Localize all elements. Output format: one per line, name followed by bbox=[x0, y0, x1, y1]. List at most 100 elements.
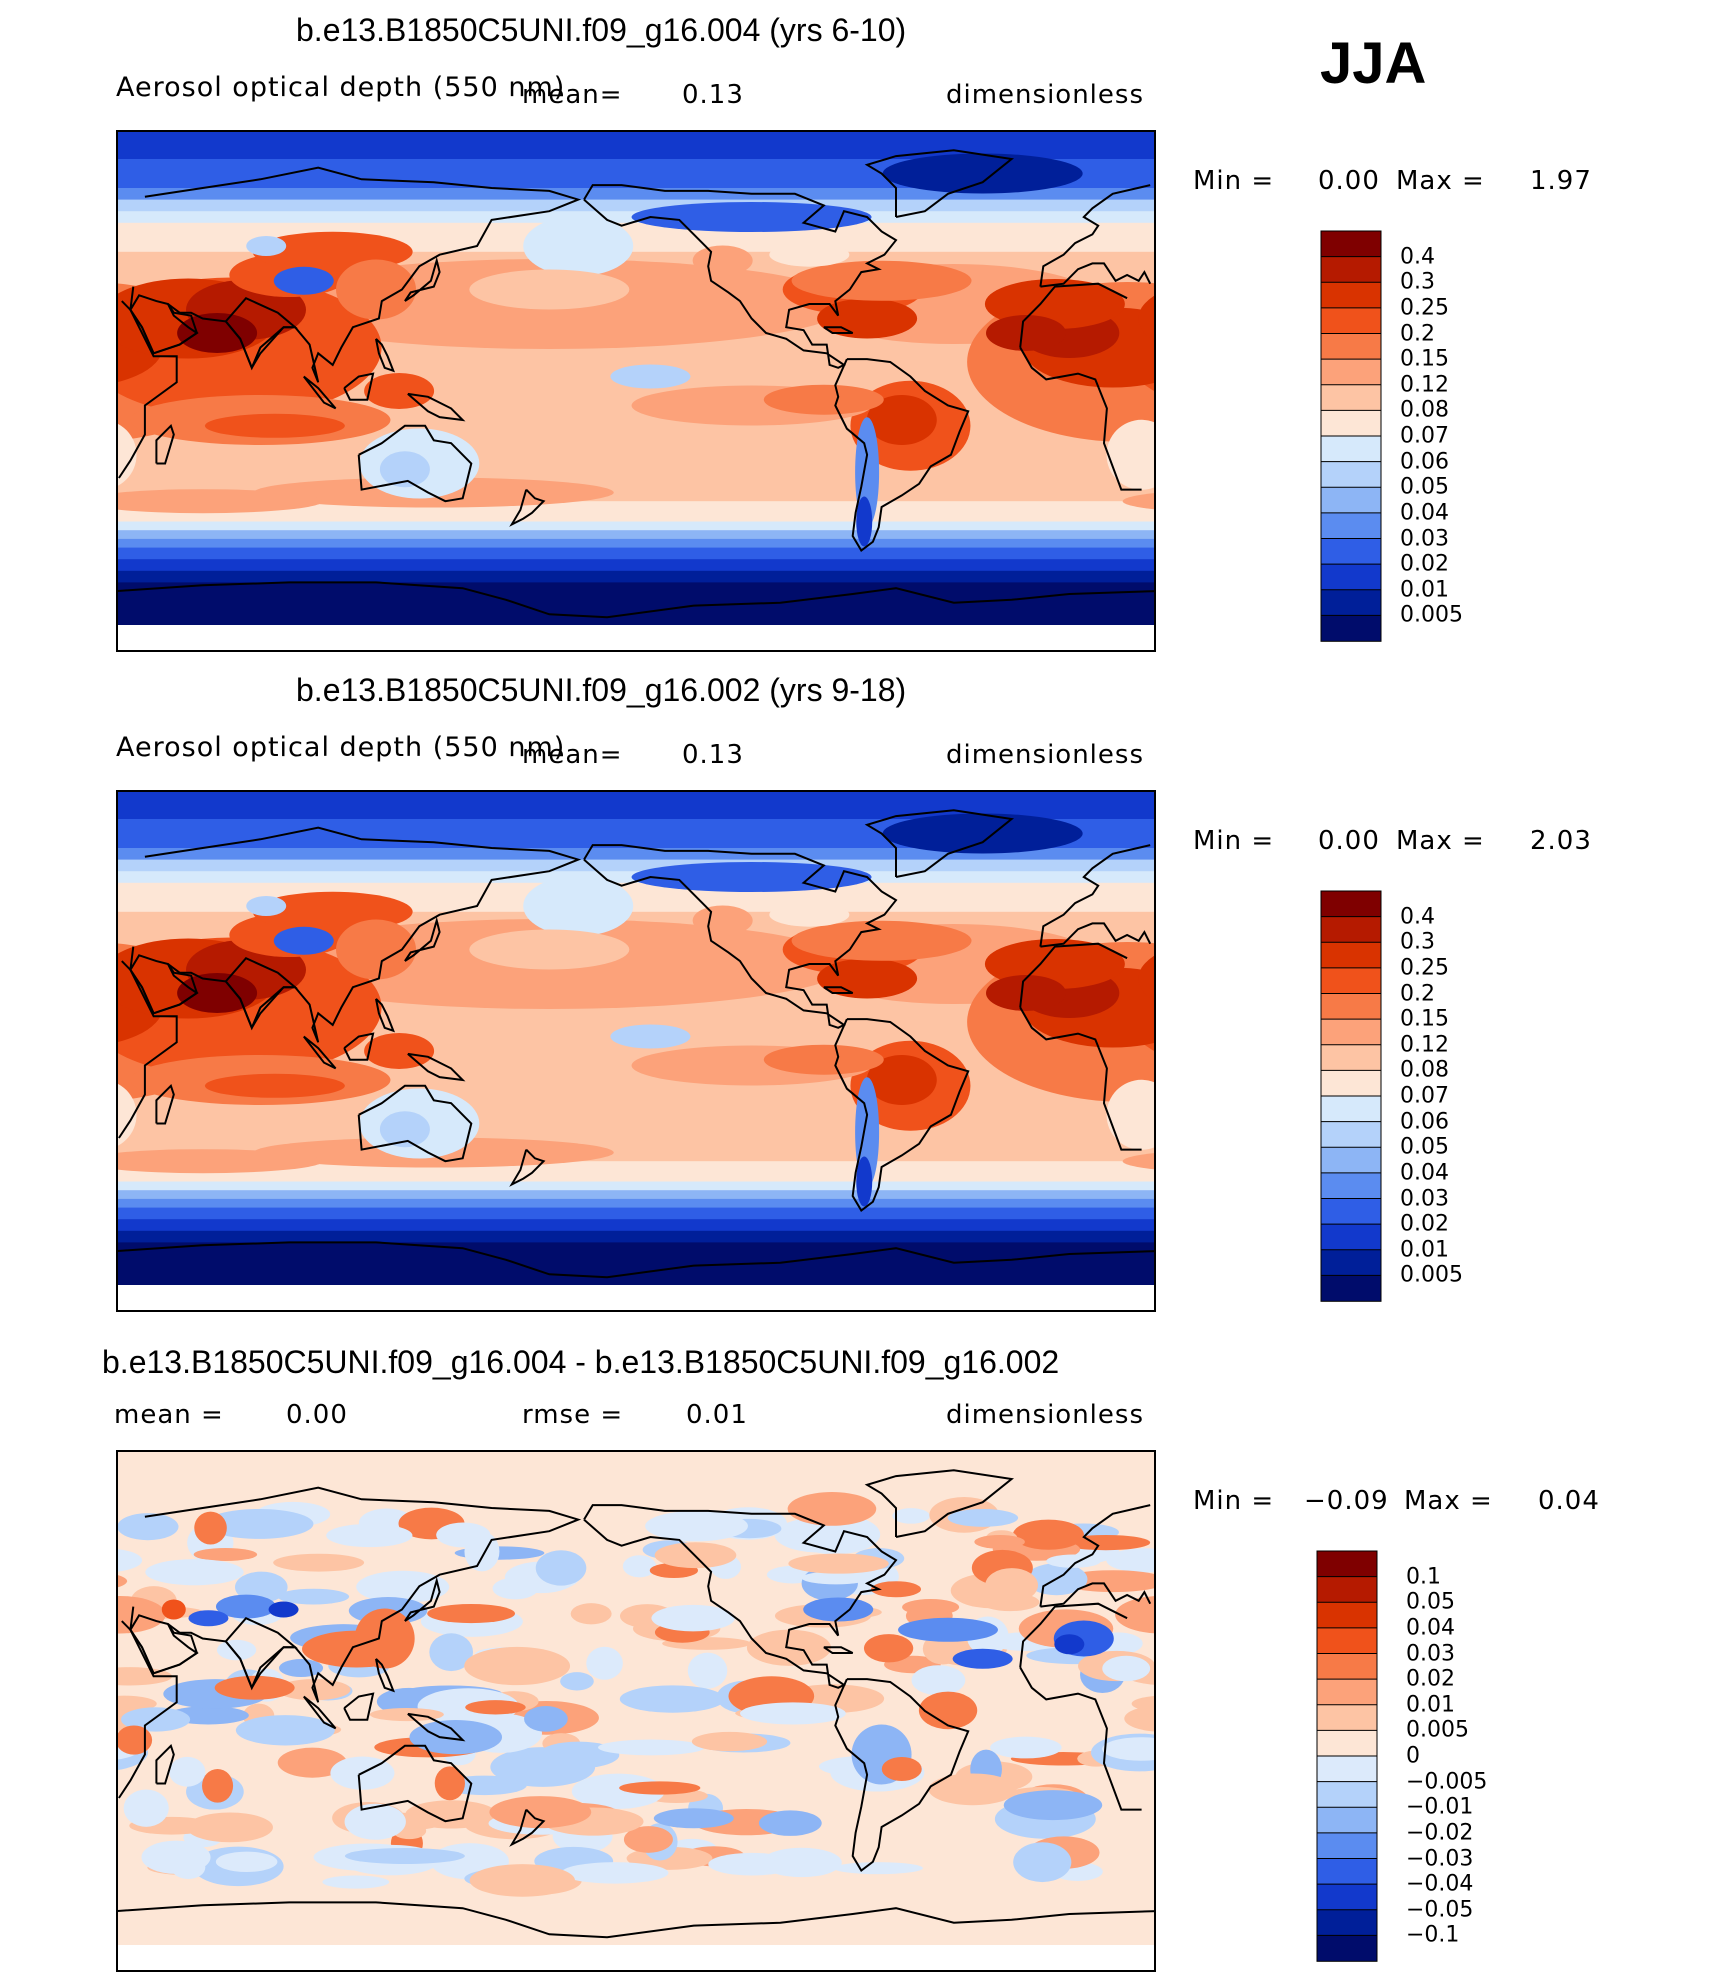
colorbar-tick-label: 0.03 bbox=[1400, 1186, 1449, 1211]
colorbar-tick-label: 0.02 bbox=[1400, 552, 1449, 577]
latitude-band bbox=[116, 1182, 1156, 1191]
contour-region bbox=[364, 1033, 434, 1069]
colorbar bbox=[1320, 230, 1382, 642]
anomaly-region bbox=[912, 1665, 966, 1695]
colorbar-swatch bbox=[1321, 1275, 1381, 1301]
anomaly-region bbox=[586, 1647, 623, 1680]
colorbar-tick-label: 0.06 bbox=[1400, 449, 1449, 474]
anomaly-region bbox=[322, 1875, 389, 1888]
anomaly-region bbox=[536, 1550, 587, 1585]
max-value: 0.04 bbox=[1538, 1486, 1600, 1516]
colorbar-swatch bbox=[1317, 1602, 1377, 1628]
colorbar-tick-label: 0.08 bbox=[1400, 398, 1449, 423]
colorbar-tick-label: 0.005 bbox=[1400, 1263, 1463, 1288]
anomaly-region bbox=[571, 1603, 612, 1624]
anomaly-region bbox=[217, 1640, 256, 1660]
anomaly-region bbox=[892, 1508, 930, 1523]
contour-region bbox=[769, 903, 849, 927]
contour-region bbox=[177, 973, 257, 1013]
contour-region bbox=[610, 365, 690, 389]
anomaly-region bbox=[645, 1511, 748, 1541]
latitude-band bbox=[116, 1190, 1156, 1199]
anomaly-region bbox=[948, 1509, 1018, 1527]
colorbar-tick-label: 0.08 bbox=[1400, 1058, 1449, 1083]
variable-label: Aerosol optical depth (550 nm) bbox=[116, 72, 565, 103]
anomaly-region bbox=[194, 1548, 257, 1561]
colorbar-swatch bbox=[1321, 1147, 1381, 1173]
anomaly-region bbox=[1013, 1520, 1084, 1550]
anomaly-region bbox=[619, 1781, 700, 1794]
colorbar-tick-label: 0.03 bbox=[1406, 1641, 1455, 1666]
contour-region bbox=[469, 930, 629, 970]
colorbar-swatch bbox=[1321, 282, 1381, 308]
min-value: 0.00 bbox=[1318, 826, 1380, 856]
contour-region bbox=[246, 236, 286, 256]
anomaly-region bbox=[788, 1492, 877, 1526]
colorbar-tick-label: 0.25 bbox=[1400, 955, 1449, 980]
map-plot bbox=[116, 130, 1156, 652]
colorbar-swatch bbox=[1321, 513, 1381, 539]
colorbar-tick-label: −0.1 bbox=[1406, 1923, 1459, 1948]
latitude-band bbox=[116, 1208, 1156, 1220]
colorbar-tick-label: 0.06 bbox=[1400, 1109, 1449, 1134]
contour-region bbox=[336, 260, 416, 320]
min-value: 0.00 bbox=[1318, 166, 1380, 196]
colorbar-tick-label: 0.03 bbox=[1400, 526, 1449, 551]
colorbar-tick-label: 0.4 bbox=[1400, 904, 1435, 929]
contour-region bbox=[792, 921, 972, 961]
colorbar-swatch bbox=[1321, 1019, 1381, 1045]
colorbar-swatch bbox=[1321, 257, 1381, 283]
mean-label: mean= bbox=[522, 80, 623, 110]
anomaly-region bbox=[919, 1692, 977, 1730]
contour-region bbox=[274, 267, 334, 295]
colorbar-swatch bbox=[1321, 590, 1381, 616]
min-label: Min = bbox=[1193, 166, 1274, 196]
colorbar-swatch bbox=[1321, 487, 1381, 513]
anomaly-region bbox=[759, 1810, 822, 1836]
difference-field bbox=[116, 1450, 1156, 1945]
anomaly-region bbox=[188, 1610, 228, 1626]
colorbar-tick-label: 0.4 bbox=[1400, 244, 1435, 269]
anomaly-region bbox=[464, 1647, 570, 1685]
colorbar-tick-label: 0.01 bbox=[1406, 1692, 1455, 1717]
units-label: dimensionless bbox=[946, 1400, 1144, 1430]
colorbar-tick-label: −0.01 bbox=[1406, 1795, 1473, 1820]
colorbar-swatch bbox=[1317, 1577, 1377, 1603]
variable-label: Aerosol optical depth (550 nm) bbox=[116, 732, 565, 763]
colorbar-tick-label: −0.04 bbox=[1406, 1872, 1473, 1897]
colorbar-swatch bbox=[1321, 231, 1381, 257]
colorbar-tick-label: 0.15 bbox=[1400, 1007, 1449, 1032]
contour-region bbox=[856, 1157, 872, 1207]
latitude-band bbox=[116, 530, 1156, 539]
anomaly-region bbox=[409, 1720, 502, 1754]
colorbar-tick-label: 0.02 bbox=[1400, 1212, 1449, 1237]
anomaly-region bbox=[688, 1653, 728, 1689]
mean-value: 0.13 bbox=[682, 80, 744, 110]
colorbar-swatch bbox=[1321, 334, 1381, 360]
anomaly-region bbox=[928, 1773, 1016, 1805]
colorbar-swatch bbox=[1317, 1910, 1377, 1936]
colorbar-swatch bbox=[1317, 1705, 1377, 1731]
anomaly-region bbox=[345, 1848, 465, 1864]
colorbar-swatch bbox=[1321, 564, 1381, 590]
colorbar-swatch bbox=[1321, 308, 1381, 334]
anomaly-region bbox=[692, 1732, 767, 1751]
latitude-band bbox=[116, 1242, 1156, 1312]
colorbar-swatch bbox=[1321, 359, 1381, 385]
max-label: Max = bbox=[1396, 826, 1485, 856]
anomaly-region bbox=[1102, 1656, 1150, 1681]
anomaly-region bbox=[623, 1555, 656, 1577]
anomaly-region bbox=[116, 1725, 152, 1754]
latitude-band bbox=[116, 860, 1156, 872]
colorbar-tick-label: −0.02 bbox=[1406, 1820, 1473, 1845]
colorbar-tick-label: −0.03 bbox=[1406, 1846, 1473, 1871]
max-value: 2.03 bbox=[1530, 826, 1592, 856]
mean-value: 0.00 bbox=[286, 1400, 348, 1430]
colorbar-swatch bbox=[1317, 1551, 1377, 1577]
colorbar-tick-label: 0.05 bbox=[1406, 1590, 1455, 1615]
colorbar-tick-label: 0.01 bbox=[1400, 1237, 1449, 1262]
colorbar-tick-label: 0.3 bbox=[1400, 270, 1435, 295]
contour-region bbox=[883, 154, 1083, 194]
latitude-band bbox=[116, 571, 1156, 583]
min-label: Min = bbox=[1193, 1486, 1274, 1516]
